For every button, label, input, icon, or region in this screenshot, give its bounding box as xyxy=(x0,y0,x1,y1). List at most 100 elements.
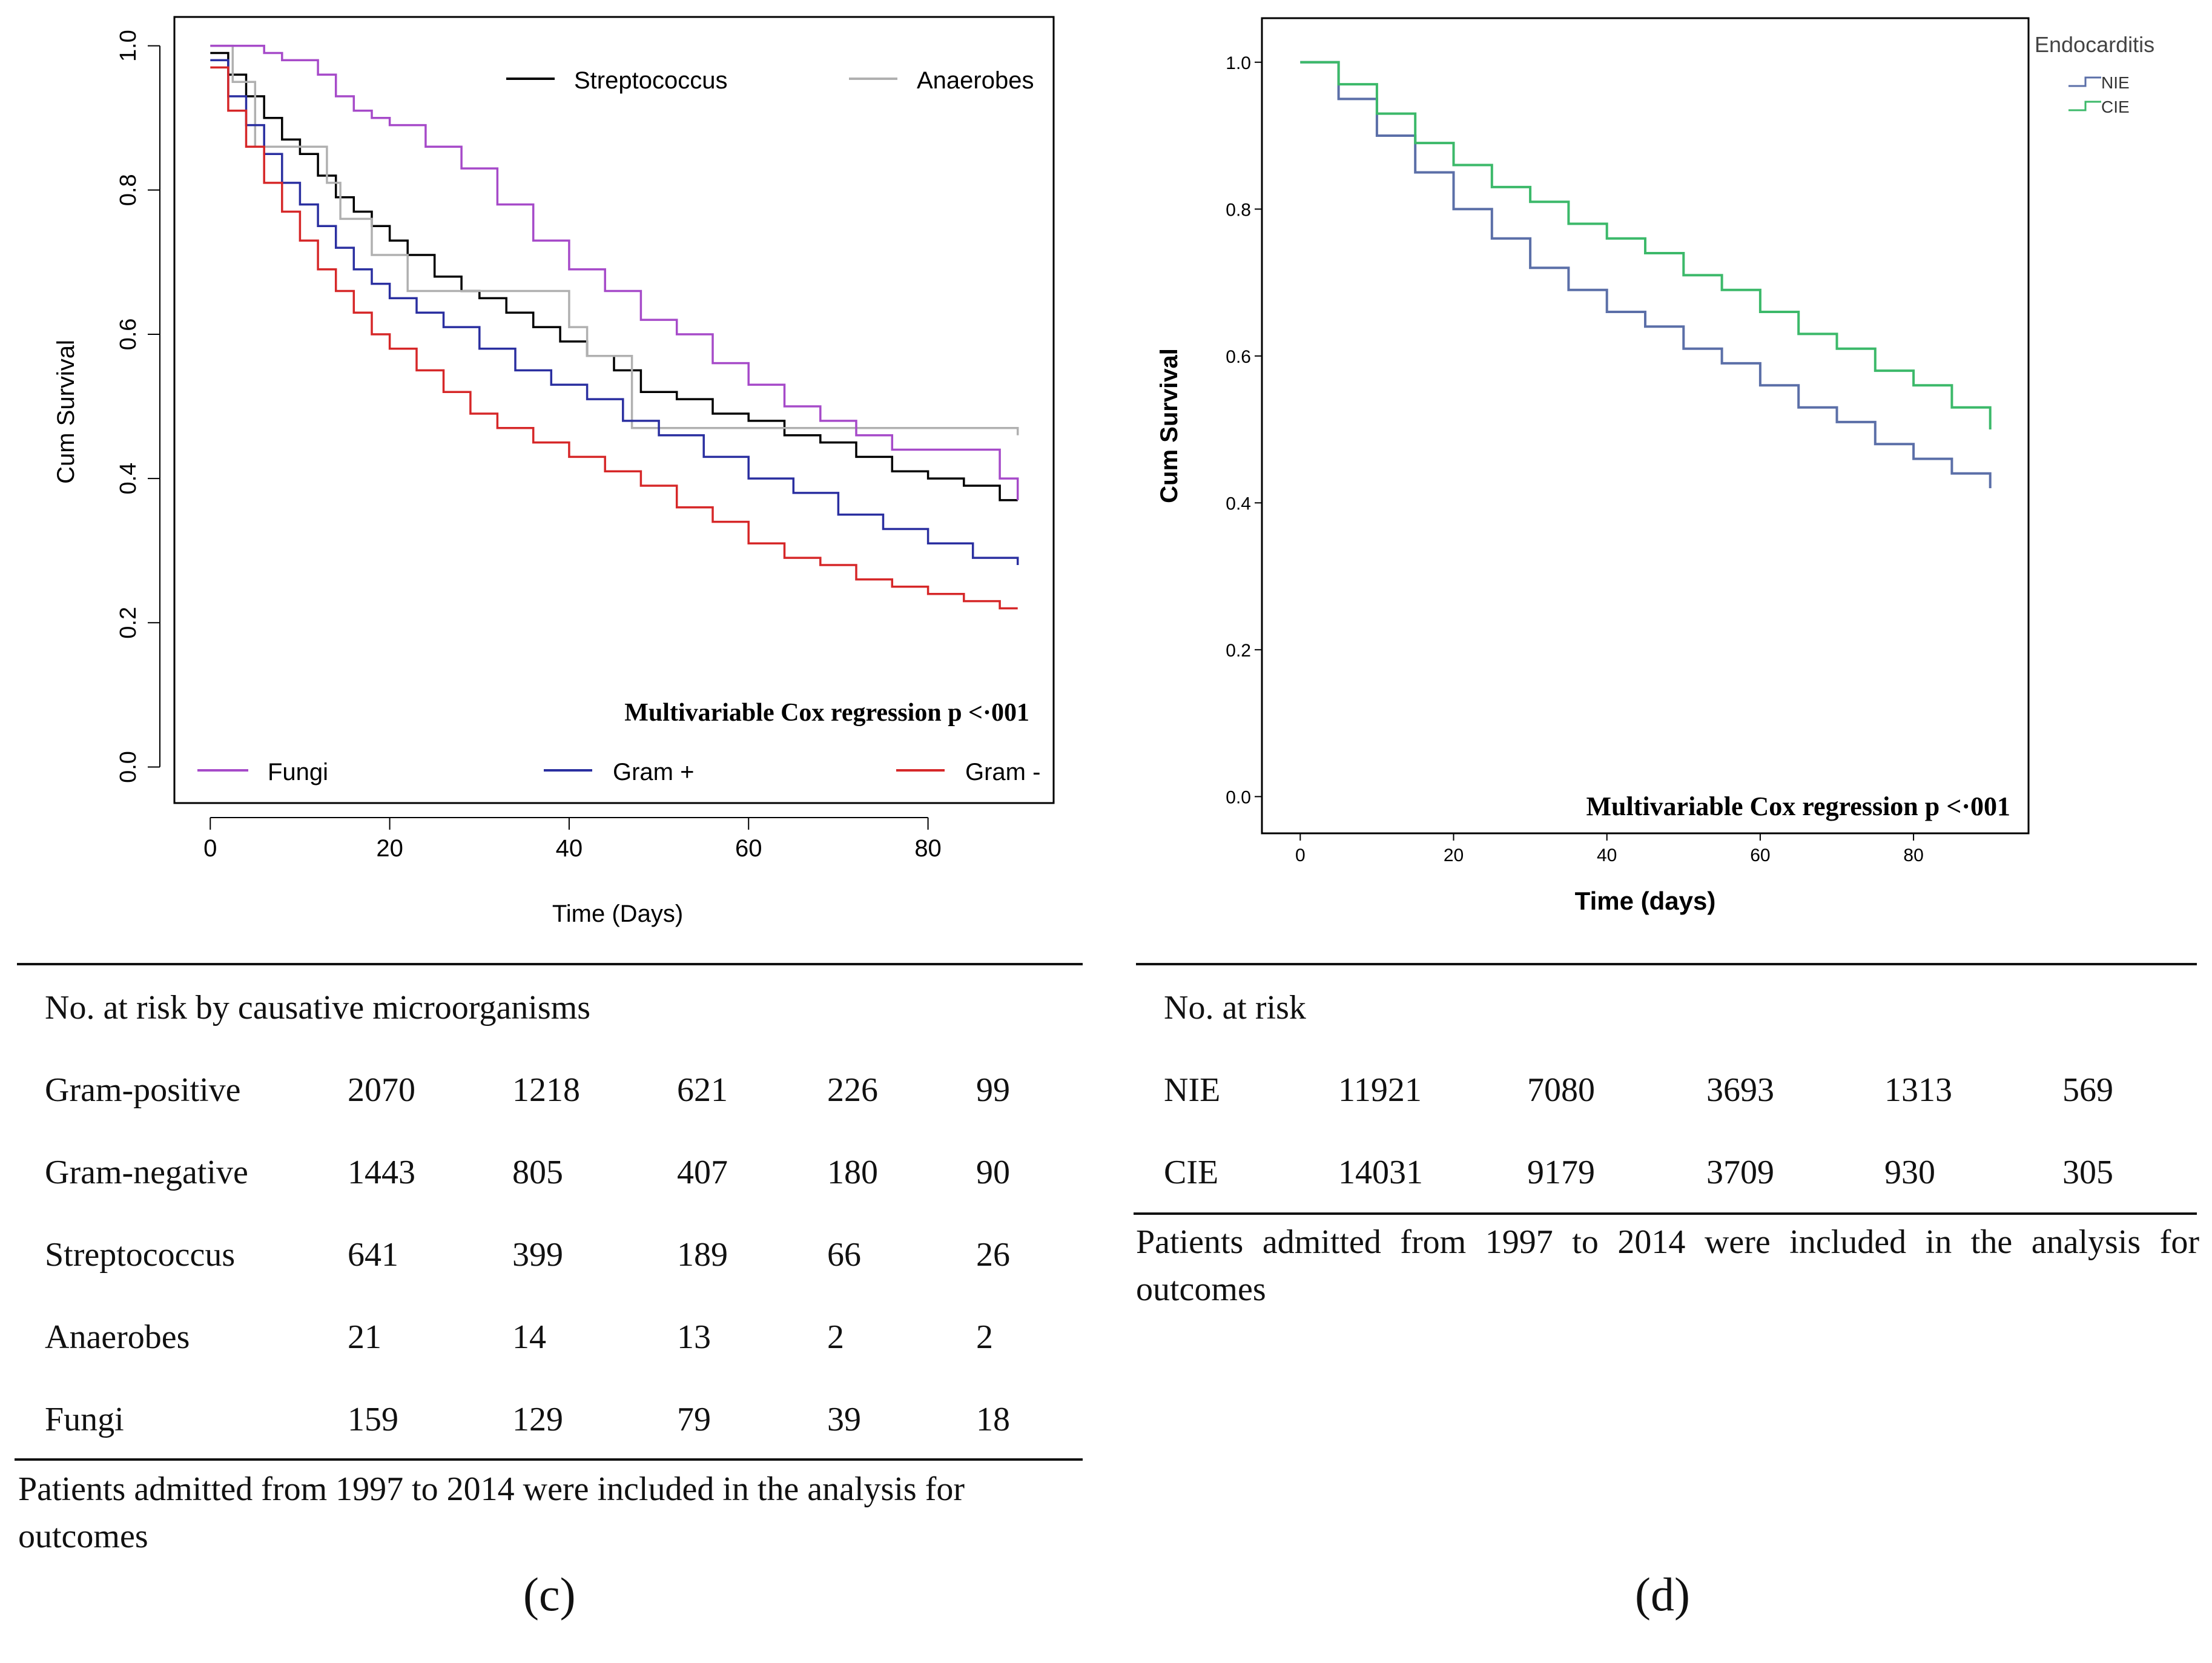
chart-c-legend-label: Fungi xyxy=(268,759,328,785)
risk-table-c-cell: 79 xyxy=(677,1401,711,1438)
risk-table-c-cell: 399 xyxy=(512,1236,563,1274)
risk-table-c-cell: 18 xyxy=(976,1401,1010,1438)
chart-d-legend-title: Endocarditis xyxy=(2035,32,2154,57)
risk-table-c-row-label: Anaerobes xyxy=(45,1318,190,1356)
risk-table-c-cell: 13 xyxy=(677,1318,711,1356)
chart-c-legend: Streptococcus Anaerobes Fungi Gram + Gram - xyxy=(197,67,1040,785)
risk-table-c-row-label: Gram-negative xyxy=(45,1154,248,1191)
chart-d-plot-frame xyxy=(1261,17,2030,835)
chart-d-legend-swatch xyxy=(2068,76,2101,87)
chart-c-y-tick-label: 0.4 xyxy=(116,463,141,495)
chart-d-y-tick-label: 0.0 xyxy=(1226,787,1251,807)
series-grampositive xyxy=(210,59,1019,565)
risk-table-c-cell: 2 xyxy=(976,1318,993,1356)
risk-table-d-cell: 9179 xyxy=(1527,1154,1595,1191)
risk-table-c-cell: 189 xyxy=(677,1236,728,1274)
risk-table-c-cell: 129 xyxy=(512,1401,563,1438)
risk-table-c-cell: 1218 xyxy=(512,1071,580,1109)
risk-table-c-row: Gram-positive 2070 1218 621 226 99 xyxy=(45,1049,1061,1131)
risk-table-c-row: Anaerobes 21 14 13 2 2 xyxy=(45,1296,1061,1378)
series-anaerobes xyxy=(210,44,1019,435)
risk-table-d-row-label: CIE xyxy=(1164,1154,1219,1191)
chart-c-x-tick-label: 60 xyxy=(735,835,762,862)
chart-d-x-tick-label: 40 xyxy=(1597,845,1617,865)
risk-table-c-cell: 14 xyxy=(512,1318,546,1356)
chart-d-y-tick-label: 0.8 xyxy=(1226,200,1251,220)
risk-table-c-top-rule xyxy=(17,963,1083,965)
risk-table-d-cell: 3693 xyxy=(1706,1071,1774,1109)
risk-table-c-cell: 621 xyxy=(677,1071,728,1109)
chart-c-y-tick-label: 0.6 xyxy=(116,319,141,351)
risk-table-c-cell: 21 xyxy=(348,1318,381,1356)
survival-chart-c: 0.0 0.2 0.4 0.6 0.8 1.0 0 20 40 60 80 Multivariabl… xyxy=(53,16,1055,927)
risk-table-c-cell: 226 xyxy=(827,1071,878,1109)
risk-table-d-note: Patients admitted from 1997 to 2014 were… xyxy=(1136,1223,2199,1308)
chart-c-y-tick-label: 0.2 xyxy=(116,607,141,639)
chart-d-x-tick-label: 20 xyxy=(1444,845,1464,865)
series-streptococcus xyxy=(210,51,1018,501)
risk-table-c: No. at risk by causative microorganisms … xyxy=(45,967,1061,1461)
series-cie xyxy=(1300,61,1992,430)
risk-table-d-top-rule xyxy=(1136,963,2197,965)
chart-d-y-tick-label: 0.4 xyxy=(1226,494,1251,514)
chart-c-xlabel: Time (Days) xyxy=(552,901,683,927)
chart-c-legend-label: Streptococcus xyxy=(574,67,727,94)
chart-d-annotation: Multivariable Cox regression p <·001 xyxy=(1586,792,2010,821)
chart-d-x-tick-label: 60 xyxy=(1750,845,1770,865)
risk-table-c-cell: 99 xyxy=(976,1071,1010,1109)
risk-table-c-cell: 2 xyxy=(827,1318,844,1356)
risk-table-c-cell: 1443 xyxy=(348,1154,415,1191)
risk-table-c-cell: 180 xyxy=(827,1154,878,1191)
risk-table-d-body: NIE 11921 7080 3693 1313 569 CIE 14031 9179 3709 9… xyxy=(1164,1049,2147,1214)
chart-d-x-tick-label: 0 xyxy=(1295,845,1306,865)
risk-table-d-cell: 11921 xyxy=(1338,1071,1422,1109)
risk-table-d-cell: 3709 xyxy=(1706,1154,1774,1191)
chart-d-series xyxy=(1300,61,1992,489)
chart-c-y-tick-label: 0.8 xyxy=(116,174,141,206)
risk-table-d-bottom-rule xyxy=(1134,1212,2197,1215)
chart-c-x-tick-label: 0 xyxy=(203,835,217,862)
risk-table-c-cell: 2070 xyxy=(348,1071,415,1109)
risk-table-c-row-label: Gram-positive xyxy=(45,1071,241,1109)
risk-table-c-body: Gram-positive 2070 1218 621 226 99 Gram-negati… xyxy=(45,1049,1061,1461)
chart-c-x-tick-label: 20 xyxy=(376,835,403,862)
chart-c-x-tick-label: 40 xyxy=(556,835,583,862)
risk-table-c-cell: 90 xyxy=(976,1154,1010,1191)
chart-d-legend-label: CIE xyxy=(2101,98,2130,116)
chart-c-axes: 0.0 0.2 0.4 0.6 0.8 1.0 0 20 40 60 80 xyxy=(116,30,942,862)
chart-d-legend-label: NIE xyxy=(2101,73,2130,92)
chart-c-ylabel: Cum Survival xyxy=(53,340,79,484)
chart-d-y-tick-label: 0.6 xyxy=(1226,347,1251,367)
risk-table-c-note: Patients admitted from 1997 to 2014 were… xyxy=(18,1470,965,1555)
series-gramnegative xyxy=(210,66,1018,610)
risk-table-c-row: Gram-negative 1443 805 407 180 90 xyxy=(45,1131,1061,1214)
chart-d-y-tick-label: 0.2 xyxy=(1226,641,1251,661)
risk-table-c-title: No. at risk by causative microorganisms xyxy=(45,989,591,1027)
chart-c-y-tick-label: 0.0 xyxy=(116,751,141,783)
risk-table-d: No. at risk NIE 11921 7080 3693 1313 569 CIE 14… xyxy=(1164,967,2147,1214)
chart-d-legend-swatch xyxy=(2068,101,2101,111)
risk-table-c-cell: 39 xyxy=(827,1401,861,1438)
series-fungi xyxy=(210,44,1019,500)
risk-table-c-bottom-rule xyxy=(15,1458,1083,1461)
risk-table-d-cell: 14031 xyxy=(1338,1154,1423,1191)
chart-c-legend-label: Gram - xyxy=(965,759,1040,785)
risk-table-d-row: NIE 11921 7080 3693 1313 569 xyxy=(1164,1049,2147,1131)
risk-table-c-row-label: Fungi xyxy=(45,1401,124,1438)
risk-table-c-row: Streptococcus 641 399 189 66 26 xyxy=(45,1214,1061,1296)
series-nie xyxy=(1300,61,1992,489)
chart-d-axes: 0.0 0.2 0.4 0.6 0.8 1.0 0 20 40 60 80 xyxy=(1226,53,1924,865)
risk-table-c-cell: 66 xyxy=(827,1236,861,1274)
chart-c-series xyxy=(210,44,1019,610)
panel-label-d: (d) xyxy=(1635,1568,1690,1621)
risk-table-d-cell: 1313 xyxy=(1884,1071,1952,1109)
chart-d-legend: Endocarditis NIE CIE xyxy=(2035,32,2154,116)
risk-table-d-cell: 305 xyxy=(2062,1154,2113,1191)
risk-table-c-cell: 26 xyxy=(976,1236,1010,1274)
risk-table-c-row: Fungi 159 129 79 39 18 xyxy=(45,1378,1061,1461)
chart-d-y-tick-label: 1.0 xyxy=(1226,53,1251,73)
risk-table-c-cell: 641 xyxy=(348,1236,398,1274)
risk-table-c-cell: 805 xyxy=(512,1154,563,1191)
chart-c-legend-label: Anaerobes xyxy=(917,67,1034,94)
risk-table-c-cell: 407 xyxy=(677,1154,728,1191)
